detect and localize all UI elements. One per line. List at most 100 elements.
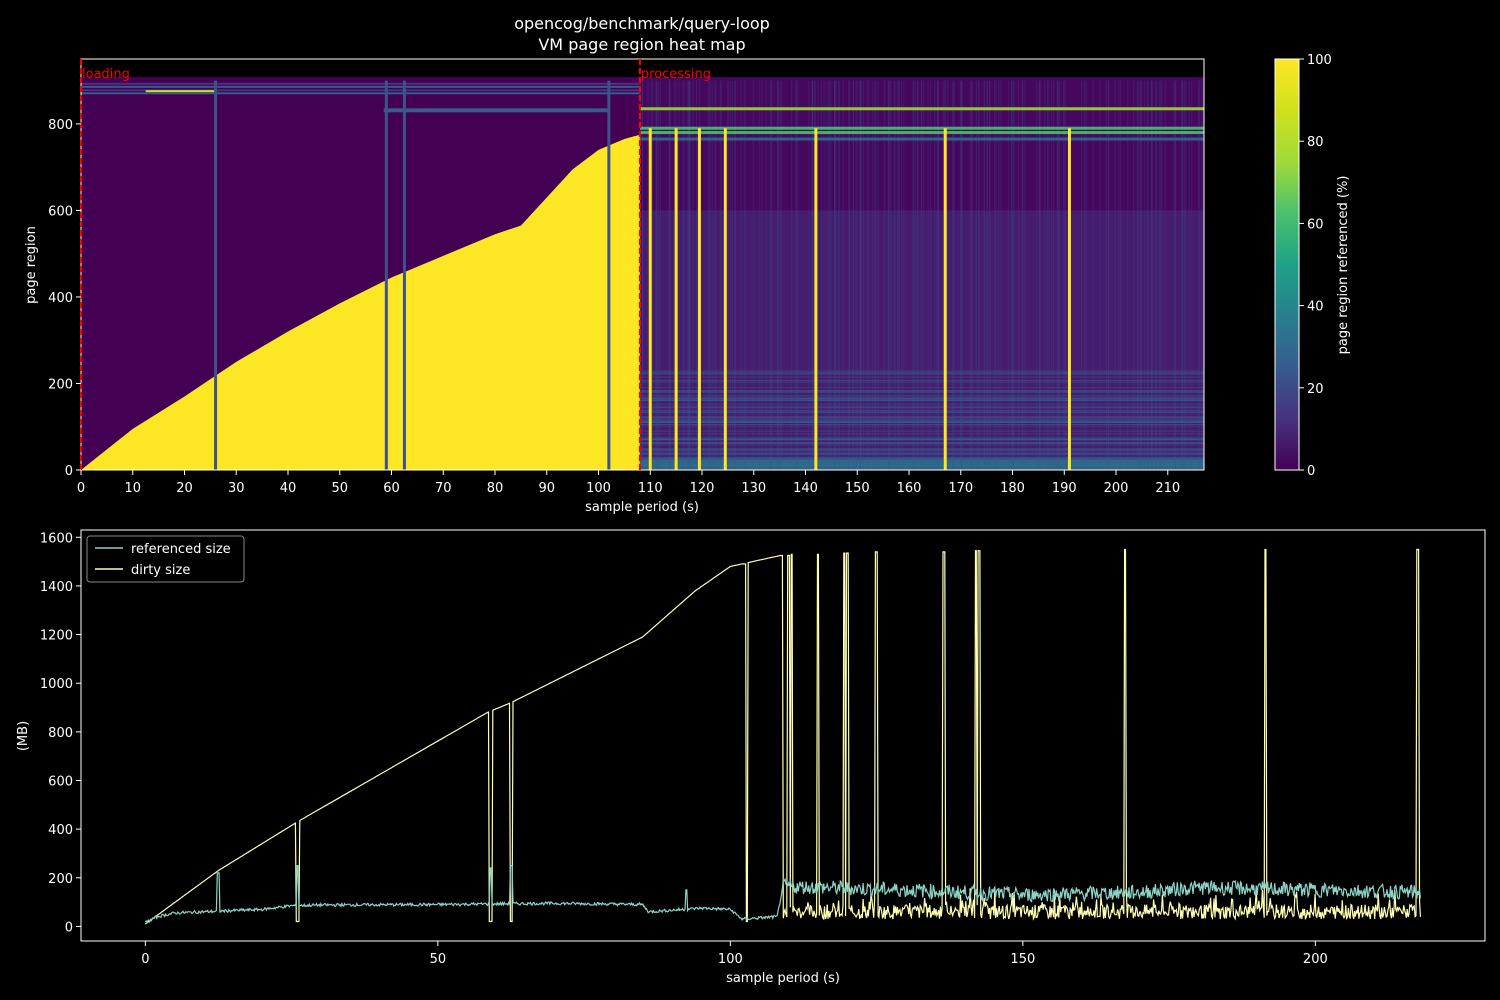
noise-column (1039, 80, 1041, 470)
noise-stripe (639, 380, 1204, 382)
noise-column (1007, 80, 1009, 470)
noise-column (898, 80, 900, 470)
noise-column (1081, 80, 1083, 470)
noise-column (1050, 80, 1052, 470)
noise-column (728, 80, 730, 470)
noise-column (883, 80, 885, 470)
noise-stripe (639, 411, 1204, 413)
noise-column (777, 80, 779, 470)
y-tick-label: 800 (48, 118, 73, 133)
x-tick-label: 10 (124, 481, 141, 496)
noise-column (652, 80, 654, 470)
line-y-label: (MB) (16, 721, 31, 751)
noise-column (838, 80, 840, 470)
noise-column (812, 80, 814, 470)
x-tick-label: 0 (77, 481, 85, 496)
noise-column (779, 80, 781, 470)
hot-row (639, 107, 1204, 111)
noise-column (740, 80, 742, 470)
noise-column (1108, 80, 1110, 470)
y-tick-label: 600 (48, 204, 73, 219)
heatmap-x-label: sample period (s) (585, 500, 699, 515)
x-tick-label: 130 (741, 481, 766, 496)
x-tick-label: 50 (331, 481, 348, 496)
noise-column (887, 80, 889, 470)
heatmap-frame (80, 58, 1205, 471)
x-tick-label: 70 (435, 481, 452, 496)
noise-column (1021, 80, 1023, 470)
heatmap-panel: opencog/benchmark/query-loop VM page reg… (24, 14, 1351, 515)
noise-column (1198, 80, 1200, 470)
noise-column (1065, 80, 1067, 470)
noise-column (1044, 80, 1046, 470)
noise-column (1198, 80, 1200, 470)
noise-column (692, 80, 694, 470)
noise-column (913, 80, 915, 470)
noise-column (893, 80, 895, 470)
noise-column (1144, 80, 1146, 470)
noise-stripe (639, 433, 1204, 435)
noise-column (1159, 80, 1161, 470)
y-tick-label: 400 (48, 291, 73, 306)
x-tick-label: 150 (1010, 952, 1035, 967)
noise-stripe (639, 418, 1204, 420)
noise-stripe (639, 452, 1204, 454)
noise-stripe (639, 376, 1204, 378)
noise-column (923, 80, 925, 470)
noise-stripe (639, 425, 1204, 427)
noise-column (862, 80, 864, 470)
noise-column (970, 80, 972, 470)
processing-bottom-band (639, 459, 1204, 470)
hot-row (639, 126, 1204, 130)
noise-column (888, 80, 890, 470)
noise-column (678, 80, 680, 470)
line-y-axis: 0 200 400 600 800 1000 1200 1400 1600 (40, 531, 81, 935)
noise-column (1053, 80, 1055, 470)
noise-column (1161, 80, 1163, 470)
noise-column (971, 80, 973, 470)
x-tick-label: 180 (1000, 481, 1025, 496)
noise-column (860, 80, 862, 470)
loading-top-stripe (81, 92, 640, 95)
loading-mid-stripe (383, 108, 609, 113)
noise-column (1151, 80, 1153, 470)
noise-column (1092, 80, 1094, 470)
noise-column (1160, 80, 1162, 470)
noise-stripe (639, 457, 1204, 459)
noise-stripe (639, 412, 1204, 414)
noise-column (659, 80, 661, 470)
noise-column (866, 80, 868, 470)
colorbar-label: page region referenced (%) (1336, 176, 1351, 355)
noise-column (743, 80, 745, 470)
noise-column (995, 80, 997, 470)
noise-column (1114, 80, 1116, 470)
gap-column (384, 80, 388, 470)
noise-column (682, 80, 684, 470)
noise-stripe (639, 456, 1204, 458)
series-line (144, 865, 1421, 924)
x-tick-label: 120 (690, 481, 715, 496)
noise-column (1011, 80, 1013, 470)
noise-column (720, 80, 722, 470)
colorbar-tick-label: 40 (1307, 300, 1324, 315)
noise-column (898, 80, 900, 470)
noise-column (1188, 80, 1190, 470)
noise-column (719, 80, 721, 470)
noise-column (683, 80, 685, 470)
noise-column (1085, 80, 1087, 470)
noise-column (1048, 80, 1050, 470)
x-tick-label: 50 (430, 952, 447, 967)
noise-column (669, 80, 671, 470)
loading-top-stripe (81, 82, 640, 85)
noise-column (770, 80, 772, 470)
noise-column (872, 80, 874, 470)
heatmap-y-axis: 0 200 400 600 800 (48, 118, 81, 479)
noise-stripe (639, 397, 1204, 399)
noise-stripe (639, 405, 1204, 407)
noise-column (959, 80, 961, 470)
noise-column (1118, 80, 1120, 470)
y-tick-label: 0 (65, 920, 73, 935)
colorbar-gradient (1274, 58, 1300, 471)
noise-column (735, 80, 737, 470)
